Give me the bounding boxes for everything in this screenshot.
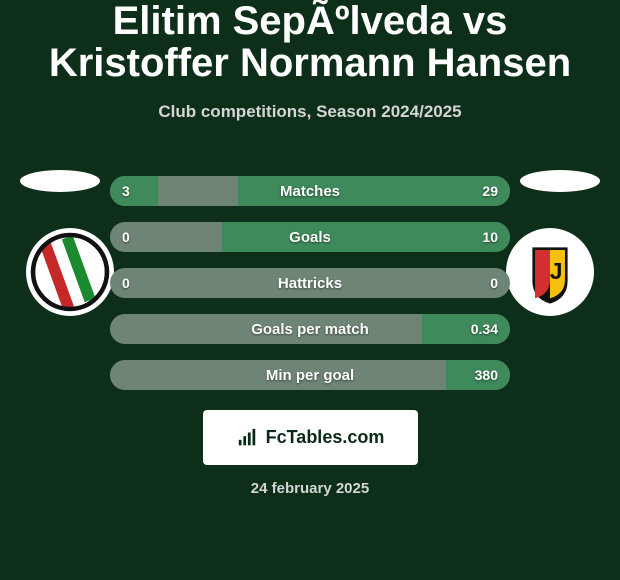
footer-brand-text: FcTables.com bbox=[266, 427, 385, 448]
stat-label: Hattricks bbox=[110, 268, 510, 298]
team-badge-left bbox=[26, 228, 114, 316]
flag-ellipse-right bbox=[520, 170, 600, 192]
stat-label: Goals per match bbox=[110, 314, 510, 344]
chart-icon bbox=[236, 427, 258, 449]
comparison-subtitle: Club competitions, Season 2024/2025 bbox=[0, 102, 620, 122]
stat-bars: 329Matches 010Goals 00Hattricks 0.34Goals p… bbox=[110, 176, 510, 406]
stat-row: 329Matches bbox=[110, 176, 510, 206]
comparison-title: Elitim SepÃºlveda vs Kristoffer Normann … bbox=[0, 0, 620, 84]
jagiellonia-crest-icon: J bbox=[506, 228, 594, 316]
stat-label: Goals bbox=[110, 222, 510, 252]
snapshot-date: 24 february 2025 bbox=[0, 480, 620, 497]
stat-row: 010Goals bbox=[110, 222, 510, 252]
svg-text:J: J bbox=[550, 258, 563, 284]
flag-ellipse-left bbox=[20, 170, 100, 192]
team-badge-right: J bbox=[506, 228, 594, 316]
stat-row: 0.34Goals per match bbox=[110, 314, 510, 344]
stat-row: 380Min per goal bbox=[110, 360, 510, 390]
stat-row: 00Hattricks bbox=[110, 268, 510, 298]
stat-label: Matches bbox=[110, 176, 510, 206]
stat-label: Min per goal bbox=[110, 360, 510, 390]
footer-brand-box: FcTables.com bbox=[203, 410, 418, 465]
legia-crest-icon bbox=[26, 228, 114, 316]
